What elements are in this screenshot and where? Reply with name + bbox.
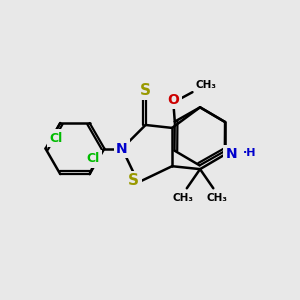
Text: S: S: [140, 83, 151, 98]
Text: Cl: Cl: [49, 132, 62, 145]
Text: CH₃: CH₃: [195, 80, 216, 90]
Text: CH₃: CH₃: [206, 193, 227, 203]
Text: N: N: [226, 147, 237, 161]
Text: Cl: Cl: [86, 152, 100, 165]
Text: CH₃: CH₃: [173, 193, 194, 203]
Text: N: N: [116, 142, 128, 155]
Text: S: S: [128, 173, 139, 188]
Text: ·H: ·H: [243, 148, 257, 158]
Text: O: O: [167, 92, 179, 106]
